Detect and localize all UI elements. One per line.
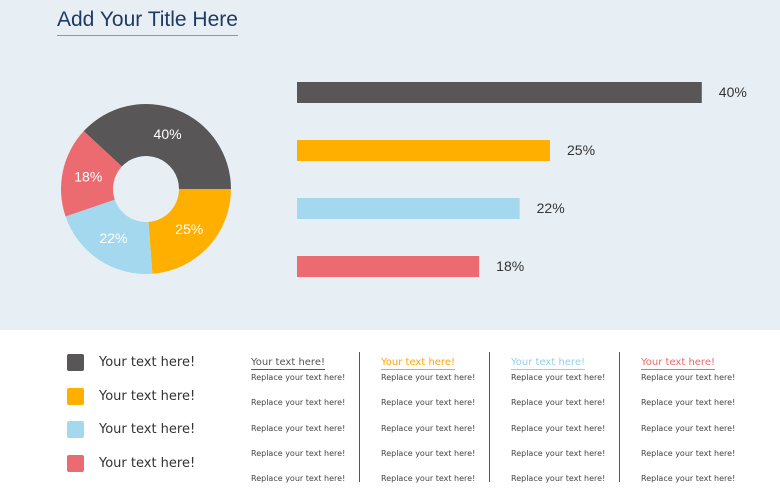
column-row: Replace your text here! — [381, 398, 476, 408]
column-row: Replace your text here! — [641, 398, 736, 408]
bar-label: 40% — [719, 84, 747, 100]
bar-label: 18% — [496, 258, 524, 274]
legend-label: Your text here! — [99, 355, 196, 370]
bar-label: 22% — [537, 200, 565, 216]
bar — [297, 256, 480, 277]
column-row: Replace your text here! — [511, 474, 606, 484]
legend-swatch — [67, 354, 84, 371]
legend-label: Your text here! — [99, 388, 196, 404]
column-row: Replace your text here! — [381, 423, 476, 433]
legend-item: Your text here! — [67, 454, 196, 472]
chart-area: 40% 25% 22% 18% 40% 25% 22% 18% — [61, 82, 747, 277]
legend-swatch — [67, 454, 84, 472]
bar-label: 25% — [567, 142, 595, 158]
column-divider — [359, 352, 360, 482]
column-row: Replace your text here! — [511, 373, 606, 382]
bar — [297, 198, 520, 219]
column-header: Your text here! — [641, 357, 715, 370]
column-row: Replace your text here! — [381, 448, 476, 458]
legend-swatch — [67, 387, 84, 405]
column-row: Replace your text here! — [511, 448, 606, 458]
column-row: Replace your text here! — [511, 398, 606, 408]
legend-swatch — [67, 421, 84, 438]
donut-slice — [65, 199, 153, 275]
column-row: Replace your text here! — [641, 423, 736, 433]
donut-label: 40% — [154, 126, 182, 142]
column-divider — [489, 352, 490, 482]
text-column: Your text here! Replace your text here! Re… — [511, 350, 605, 483]
legend-item: Your text here! — [67, 387, 196, 405]
donut-slice — [83, 103, 232, 189]
text-column: Your text here! Replace your text here! Re… — [381, 350, 475, 483]
column-row: Replace your text here! — [641, 474, 736, 484]
bar — [297, 82, 702, 103]
donut-slice — [148, 189, 231, 274]
bar — [297, 140, 550, 161]
column-row: Replace your text here! — [251, 474, 346, 484]
column-header: Your text here! — [381, 357, 455, 370]
legend-label: Your text here! — [99, 422, 196, 437]
donut-label: 22% — [99, 230, 127, 246]
column-row: Replace your text here! — [251, 448, 346, 458]
column-header: Your text here! — [511, 357, 585, 370]
column-row: Replace your text here! — [511, 423, 606, 433]
text-column: Your text here! Replace your text here! Re… — [641, 350, 735, 483]
page-title: Add Your Title Here — [57, 7, 238, 36]
donut-slice — [61, 131, 122, 217]
column-row: Replace your text here! — [641, 373, 736, 382]
column-row: Replace your text here! — [251, 423, 346, 433]
legend-item: Your text here! — [67, 354, 195, 371]
column-divider — [619, 352, 620, 482]
column-row: Replace your text here! — [381, 373, 476, 382]
column-row: Replace your text here! — [251, 373, 346, 382]
legend-label: Your text here! — [99, 455, 196, 471]
column-header: Your text here! — [251, 357, 325, 370]
column-row: Replace your text here! — [381, 474, 476, 484]
donut-label: 25% — [175, 221, 203, 237]
text-column: Your text here! Replace your text here! Re… — [251, 350, 345, 483]
legend-item: Your text here! — [67, 421, 195, 438]
column-row: Replace your text here! — [641, 448, 736, 458]
donut-label: 18% — [74, 169, 102, 185]
column-row: Replace your text here! — [251, 398, 346, 408]
